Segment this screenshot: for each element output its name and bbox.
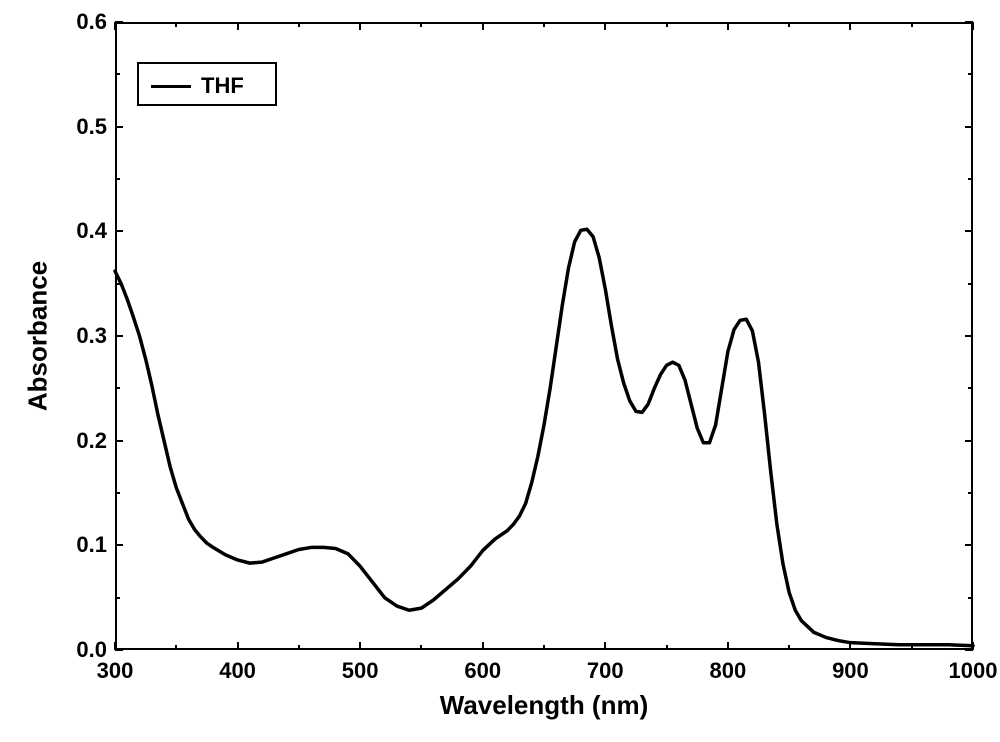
legend-swatch [151, 85, 191, 88]
ytick-label: 0.3 [65, 323, 107, 349]
xtick-label: 400 [219, 658, 256, 684]
ytick-label: 0.5 [65, 114, 107, 140]
ytick-label: 0.0 [65, 637, 107, 663]
legend-box: THF [137, 62, 277, 106]
ytick-label: 0.6 [65, 9, 107, 35]
ytick-label: 0.1 [65, 532, 107, 558]
absorbance-chart: Wavelength (nm) Absorbance THF 300400500… [0, 0, 1000, 742]
xtick-label: 800 [709, 658, 746, 684]
series-line [115, 22, 973, 650]
ytick-label: 0.2 [65, 428, 107, 454]
x-axis-title: Wavelength (nm) [440, 690, 648, 721]
xtick-label: 500 [342, 658, 379, 684]
xtick-label: 600 [464, 658, 501, 684]
xtick-label: 1000 [949, 658, 998, 684]
ytick-label: 0.4 [65, 218, 107, 244]
y-axis-title: Absorbance [23, 261, 54, 411]
xtick-label: 700 [587, 658, 624, 684]
xtick-label: 900 [832, 658, 869, 684]
series-THF [115, 229, 973, 646]
legend-label: THF [201, 73, 244, 99]
plot-area [115, 22, 973, 650]
